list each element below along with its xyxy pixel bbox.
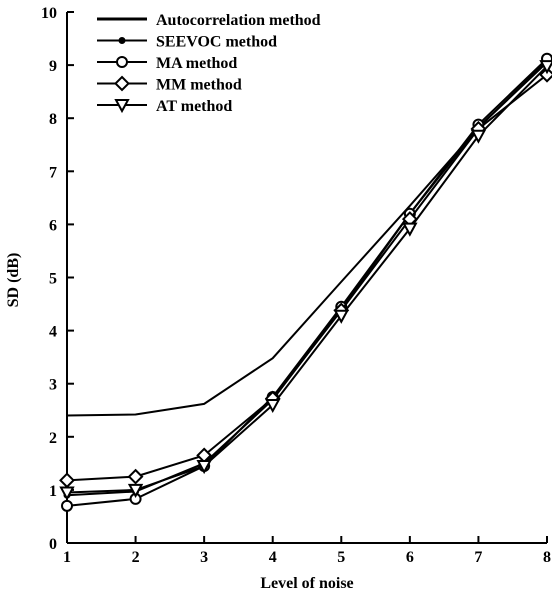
marker-circle xyxy=(61,499,73,512)
marker-triangle xyxy=(127,483,144,498)
marker-triangle xyxy=(470,129,487,144)
x-ticks: 1 2 3 4 5 6 7 8 xyxy=(63,536,551,566)
legend-label: MA method xyxy=(156,55,237,72)
legend-item: MM method xyxy=(97,75,242,94)
y-axis-title: SD (dB) xyxy=(5,253,22,308)
legend-label: Autocorrelation method xyxy=(156,12,321,29)
legend-label: SEEVOC method xyxy=(156,34,277,51)
y-tick-label: 2 xyxy=(49,430,57,447)
series-line xyxy=(66,73,548,482)
y-tick-label: 3 xyxy=(49,377,57,394)
y-tick-label: 10 xyxy=(41,5,57,22)
y-tick-label: 5 xyxy=(49,271,57,288)
x-tick-label: 3 xyxy=(200,549,208,566)
y-tick-label: 4 xyxy=(49,324,57,341)
x-tick-label: 1 xyxy=(63,549,71,566)
legend-label: AT method xyxy=(156,98,232,115)
chart-axes xyxy=(66,12,547,544)
marker-triangle xyxy=(333,309,349,324)
legend-item: SEEVOC method xyxy=(97,34,277,51)
marker-triangle xyxy=(114,99,130,114)
x-tick-label: 5 xyxy=(337,549,345,566)
y-tick-label: 0 xyxy=(49,536,57,553)
marker-triangle xyxy=(196,460,212,475)
legend-item: AT method xyxy=(97,98,232,115)
y-tick-label: 7 xyxy=(49,164,57,181)
series-line xyxy=(66,65,548,494)
y-tick-label: 9 xyxy=(49,58,57,75)
x-tick-label: 4 xyxy=(269,549,277,566)
marker-circle xyxy=(116,56,128,68)
series-line xyxy=(66,58,548,507)
x-tick-label: 7 xyxy=(474,549,482,566)
marker-diamond xyxy=(539,66,552,83)
series-triangle-down xyxy=(59,60,552,501)
marker-diamond xyxy=(59,472,75,489)
marker-triangle xyxy=(59,486,75,501)
marker-diamond xyxy=(114,75,130,92)
y-tick-label: 6 xyxy=(49,217,57,234)
y-tick-label: 1 xyxy=(49,483,57,500)
marker-dot xyxy=(118,37,126,44)
x-tick-label: 6 xyxy=(406,549,414,566)
legend: Autocorrelation method SEEVOC method MA me… xyxy=(97,12,321,115)
marker-triangle xyxy=(402,222,418,237)
legend-item: Autocorrelation method xyxy=(97,12,321,29)
series-none xyxy=(66,60,548,417)
x-tick-label: 8 xyxy=(543,549,551,566)
marker-triangle xyxy=(265,398,281,414)
marker-diamond xyxy=(127,468,144,485)
legend-label: MM method xyxy=(156,77,242,94)
legend-item: MA method xyxy=(97,55,237,72)
y-ticks: 0 1 2 3 4 5 6 7 8 9 10 xyxy=(41,5,74,553)
x-axis-title: Level of noise xyxy=(260,575,353,592)
series-line xyxy=(66,60,548,417)
y-tick-label: 8 xyxy=(49,111,57,128)
x-tick-label: 2 xyxy=(132,549,140,566)
series-layer xyxy=(59,52,552,512)
marker-triangle xyxy=(539,60,552,75)
